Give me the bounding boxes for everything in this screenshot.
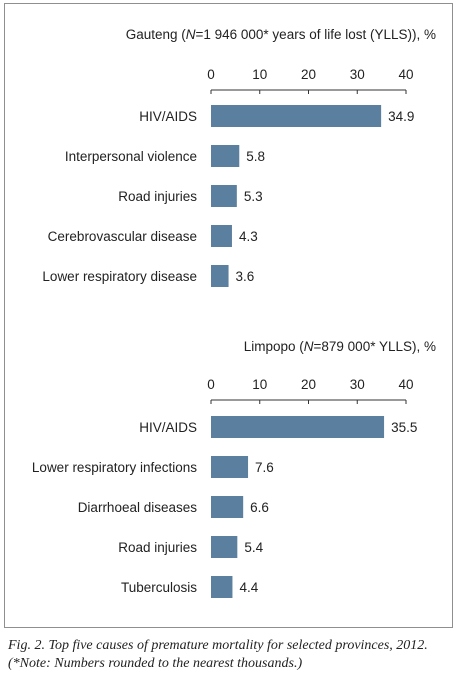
figure-frame (4, 3, 453, 628)
chart-1-bar-4 (211, 225, 232, 247)
chart-2-tick-label-30: 30 (350, 377, 365, 392)
caption-line-2: (*Note: Numbers rounded to the nearest t… (8, 656, 303, 671)
chart-2-category-label-3: Diarrhoeal diseases (78, 500, 198, 515)
chart-1-bar-2 (211, 145, 240, 167)
chart-1-tick-label-20: 20 (301, 67, 316, 82)
chart-1-value-label-2: 5.8 (246, 149, 265, 164)
chart-2-bar-3 (211, 496, 244, 518)
chart-2-category-label-1: HIV/AIDS (139, 420, 197, 435)
chart-2-value-label-5: 4.4 (239, 580, 258, 595)
chart-2-category-label-5: Tuberculosis (121, 580, 197, 595)
chart-2-value-label-1: 35.5 (391, 420, 417, 435)
chart-1-category-label-5: Lower respiratory disease (42, 269, 197, 284)
chart-1-tick-label-0: 0 (207, 67, 215, 82)
chart-1-bar-5 (211, 265, 229, 287)
caption-line-1: Fig. 2. Top five causes of premature mor… (8, 638, 428, 653)
chart-1-category-label-2: Interpersonal violence (65, 149, 197, 164)
chart-1-tick-label-40: 40 (398, 67, 413, 82)
chart-1-value-label-4: 4.3 (239, 229, 258, 244)
chart-1-value-label-1: 34.9 (388, 109, 414, 124)
chart-2-value-label-3: 6.6 (250, 500, 269, 515)
chart-1-tick-label-10: 10 (252, 67, 267, 82)
figure-caption: Fig. 2. Top five causes of premature mor… (8, 637, 453, 673)
chart-2-tick-label-0: 0 (207, 377, 215, 392)
chart-2-bar-5 (211, 576, 233, 598)
chart-1-bar-1 (211, 105, 382, 127)
chart-2-title: Limpopo (N=879 000* YLLS), % (244, 339, 436, 354)
chart-1-tick-label-30: 30 (350, 67, 365, 82)
chart-1-category-label-4: Cerebrovascular disease (48, 229, 197, 244)
chart-1-value-label-5: 3.6 (236, 269, 255, 284)
chart-2-tick-label-40: 40 (398, 377, 413, 392)
chart-1-category-label-3: Road injuries (118, 189, 197, 204)
chart-canvas: Gauteng (N=1 946 000* years of life lost… (32, 27, 436, 598)
chart-1-title: Gauteng (N=1 946 000* years of life lost… (126, 27, 436, 42)
chart-2-category-label-2: Lower respiratory infections (32, 460, 197, 475)
chart-2-bar-2 (211, 456, 249, 478)
chart-2-tick-label-20: 20 (301, 377, 316, 392)
chart-2-category-label-4: Road injuries (118, 540, 197, 555)
chart-1-bar-3 (211, 185, 237, 207)
chart-2-bar-1 (211, 416, 385, 438)
chart-2-tick-label-10: 10 (252, 377, 267, 392)
chart-2-value-label-2: 7.6 (255, 460, 274, 475)
chart-1-value-label-3: 5.3 (244, 189, 263, 204)
chart-2-bar-4 (211, 536, 238, 558)
chart-1-category-label-1: HIV/AIDS (139, 109, 197, 124)
chart-2-value-label-4: 5.4 (244, 540, 263, 555)
